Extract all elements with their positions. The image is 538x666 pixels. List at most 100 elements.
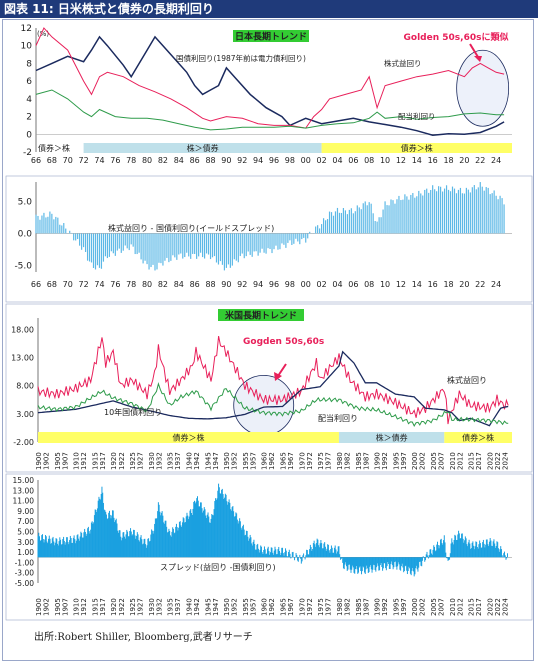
us-series-line-2 — [37, 382, 509, 427]
us-spread-x-tick: 1930 — [148, 598, 156, 616]
us-spread-y-tick: 11.00 — [13, 497, 35, 506]
us-x-tick: 1967 — [287, 452, 295, 470]
us-spread-x-tick: 1932 — [155, 598, 163, 616]
us-x-tick: 2017 — [475, 452, 483, 470]
jp-x-tick: 10 — [380, 156, 390, 165]
us-spread-x-tick: 1980 — [336, 598, 344, 616]
us-spread-x-tick: 1985 — [355, 598, 363, 616]
jp-series-line-1 — [35, 27, 505, 129]
jp-spread-y-tick: -5.0 — [14, 262, 32, 272]
us-spread-x-tick: 1975 — [317, 598, 325, 616]
jp-unit-label: (%) — [37, 30, 49, 38]
jp-spread-x-tick: 16 — [428, 280, 438, 289]
us-x-tick: 2012 — [456, 452, 464, 470]
us-spread-y-tick: 9.00 — [17, 507, 34, 516]
us-series-line-0 — [37, 336, 509, 425]
us-spread-title: スプレッド(益回り -国債利回り) — [160, 562, 276, 572]
us-spread-x-tick: 1922 — [118, 598, 126, 616]
us-spread-x-tick: 1972 — [306, 598, 314, 616]
jp-x-tick: 78 — [126, 156, 136, 165]
jp-y-tick: 0 — [26, 130, 32, 140]
jp-y-tick: 2 — [26, 113, 32, 123]
us-y-tick: 13.00 — [11, 353, 34, 362]
jp-spread-x-tick: 06 — [348, 280, 358, 289]
us-spread-x-tick: 1955 — [242, 598, 250, 616]
jp-regime-band — [83, 143, 322, 153]
us-spread-frame — [5, 473, 533, 621]
jp-spread-x-tick: 88 — [205, 280, 215, 289]
us-spread-x-tick: 1982 — [343, 598, 351, 616]
us-x-tick: 1990 — [374, 452, 382, 470]
us-regime-label: 債券＞株 — [462, 433, 494, 443]
jp-regime-band — [321, 143, 512, 153]
us-x-tick: 1925 — [129, 452, 137, 470]
us-x-tick: 1920 — [110, 452, 118, 470]
us-spread-x-tick: 2002 — [419, 598, 427, 616]
jp-x-tick: 98 — [285, 156, 295, 165]
us-x-tick: 2020 — [486, 452, 494, 470]
jp-x-tick: 22 — [475, 156, 485, 165]
jp-x-tick: 88 — [205, 156, 215, 165]
us-spread-x-tick: 1925 — [129, 598, 137, 616]
us-x-tick: 1947 — [212, 452, 220, 470]
us-spread-y-tick: 13.00 — [13, 486, 35, 495]
jp-spread-x-tick: 08 — [364, 280, 374, 289]
us-x-tick: 1927 — [137, 452, 145, 470]
jp-spread-x-tick: 10 — [380, 280, 390, 289]
us-spread-x-tick: 2020 — [486, 598, 494, 616]
us-spread-x-tick: 2000 — [411, 598, 419, 616]
us-regime-band — [38, 432, 339, 443]
us-x-tick: 1932 — [155, 452, 163, 470]
us-spread-x-tick: 1992 — [381, 598, 389, 616]
us-x-tick: 1952 — [231, 452, 239, 470]
jp-spread-x-tick: 24 — [491, 280, 501, 289]
chart-frame — [2, 19, 534, 661]
us-spread-y-tick: -5.00 — [15, 579, 35, 588]
jp-annotation-dividend: 配当利回り — [398, 111, 436, 121]
us-spread-x-tick: 2024 — [501, 598, 509, 616]
us-x-tick: 1907 — [61, 452, 69, 470]
source-note: 出所:Robert Shiller, Bloomberg,武者リサーチ — [34, 632, 253, 643]
jp-x-tick: 70 — [63, 156, 73, 165]
us-y-tick: 8.00 — [16, 382, 34, 391]
us-x-tick: 1905 — [54, 452, 62, 470]
us-x-tick: 1935 — [167, 452, 175, 470]
us-annotation-dividend: 配当利回り — [318, 413, 358, 423]
us-x-tick: 1902 — [43, 452, 51, 470]
jp-spread-x-tick: 18 — [443, 280, 453, 289]
jp-spread-x-tick: 82 — [158, 280, 168, 289]
us-x-tick: 1970 — [298, 452, 306, 470]
jp-title-bg — [233, 30, 309, 42]
us-spread-x-tick: 1960 — [261, 598, 269, 616]
us-spread-chart: -5.00-3.00 -1.001.003.005.00 7.009.0011.00… — [5, 473, 533, 621]
jp-spread-frame — [5, 175, 533, 303]
us-spread-y-tick: -1.00 — [15, 558, 35, 567]
jp-x-tick: 18 — [443, 156, 453, 165]
us-x-tick: 2010 — [449, 452, 457, 470]
us-spread-x-tick: 1902 — [43, 598, 51, 616]
jp-x-tick: 86 — [190, 156, 200, 165]
us-regime-band — [444, 432, 512, 443]
us-x-tick: 1942 — [193, 452, 201, 470]
us-spread-y-tick: 15.00 — [13, 476, 35, 485]
us-spread-x-tick: 1947 — [212, 598, 220, 616]
us-spread-x-tick: 1977 — [325, 598, 333, 616]
us-x-tick: 1982 — [343, 452, 351, 470]
us-regime-label: 株＞債券 — [376, 433, 408, 443]
jp-spread-x-tick: 14 — [412, 280, 422, 289]
us-y-tick: 18.00 — [11, 325, 34, 334]
jp-spread-chart: -5.0 0.0 5.0 66 68 70 72 74 76 78 80 82 84 86 88 90 92 94… — [5, 175, 533, 303]
us-spread-x-tick: 1915 — [91, 598, 99, 616]
us-x-tick: 1950 — [223, 452, 231, 470]
us-series-line-1 — [37, 350, 509, 427]
jp-y-tick: 10 — [21, 42, 33, 52]
jp-spread-x-tick: 92 — [237, 280, 247, 289]
jp-annotation-earnings: 株式益回り — [384, 58, 422, 68]
us-spread-x-tick: 1905 — [54, 598, 62, 616]
us-annotation-arrowhead — [274, 372, 282, 381]
us-x-tick: 1960 — [261, 452, 269, 470]
us-x-tick: 1922 — [118, 452, 126, 470]
us-spread-x-tick: 2017 — [475, 598, 483, 616]
